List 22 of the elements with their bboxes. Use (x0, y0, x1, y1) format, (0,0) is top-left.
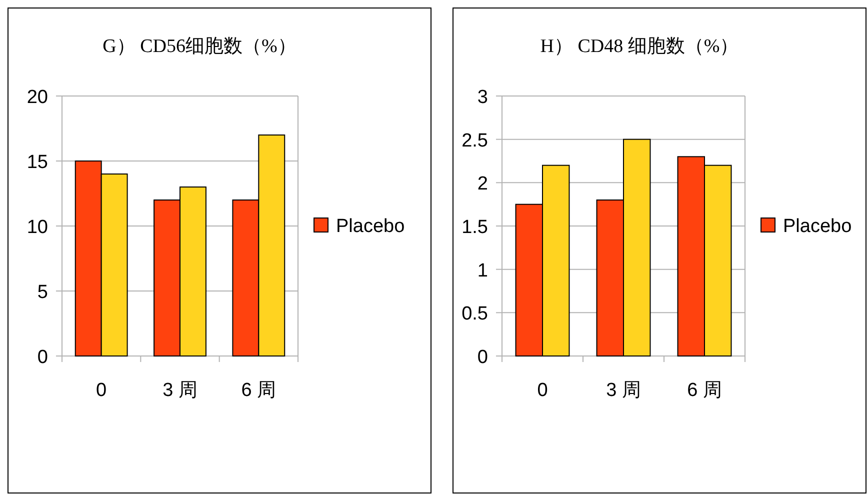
y-tick-label: 15 (26, 152, 48, 173)
x-tick-label: 0 (537, 380, 548, 401)
x-tick-label: 6 周 (687, 380, 722, 401)
x-tick-label: 3 周 (606, 380, 641, 401)
y-tick-label: 5 (37, 282, 48, 303)
x-tick-label: 0 (96, 380, 107, 401)
y-tick-label: 0 (477, 347, 488, 368)
y-tick-label: 2.5 (462, 130, 488, 152)
y-tick-label: 20 (26, 87, 48, 108)
y-tick-label: 2 (477, 174, 488, 195)
chart-title: G） CD56细胞数（%） (102, 36, 296, 57)
x-tick-label: 3 周 (162, 380, 198, 401)
y-tick-label: 0 (37, 347, 48, 368)
y-tick-label: 1 (477, 260, 488, 282)
legend-label: Placebo (336, 216, 405, 237)
y-tick-label: 3 (477, 87, 488, 108)
x-tick-label: 6 周 (241, 380, 276, 401)
y-tick-label: 1.5 (462, 217, 488, 238)
legend-label: Placebo (783, 216, 852, 237)
y-tick-label: 10 (26, 217, 48, 238)
y-tick-label: 0.5 (462, 304, 488, 325)
chart-title: H） CD48 细胞数（%） (540, 36, 739, 57)
